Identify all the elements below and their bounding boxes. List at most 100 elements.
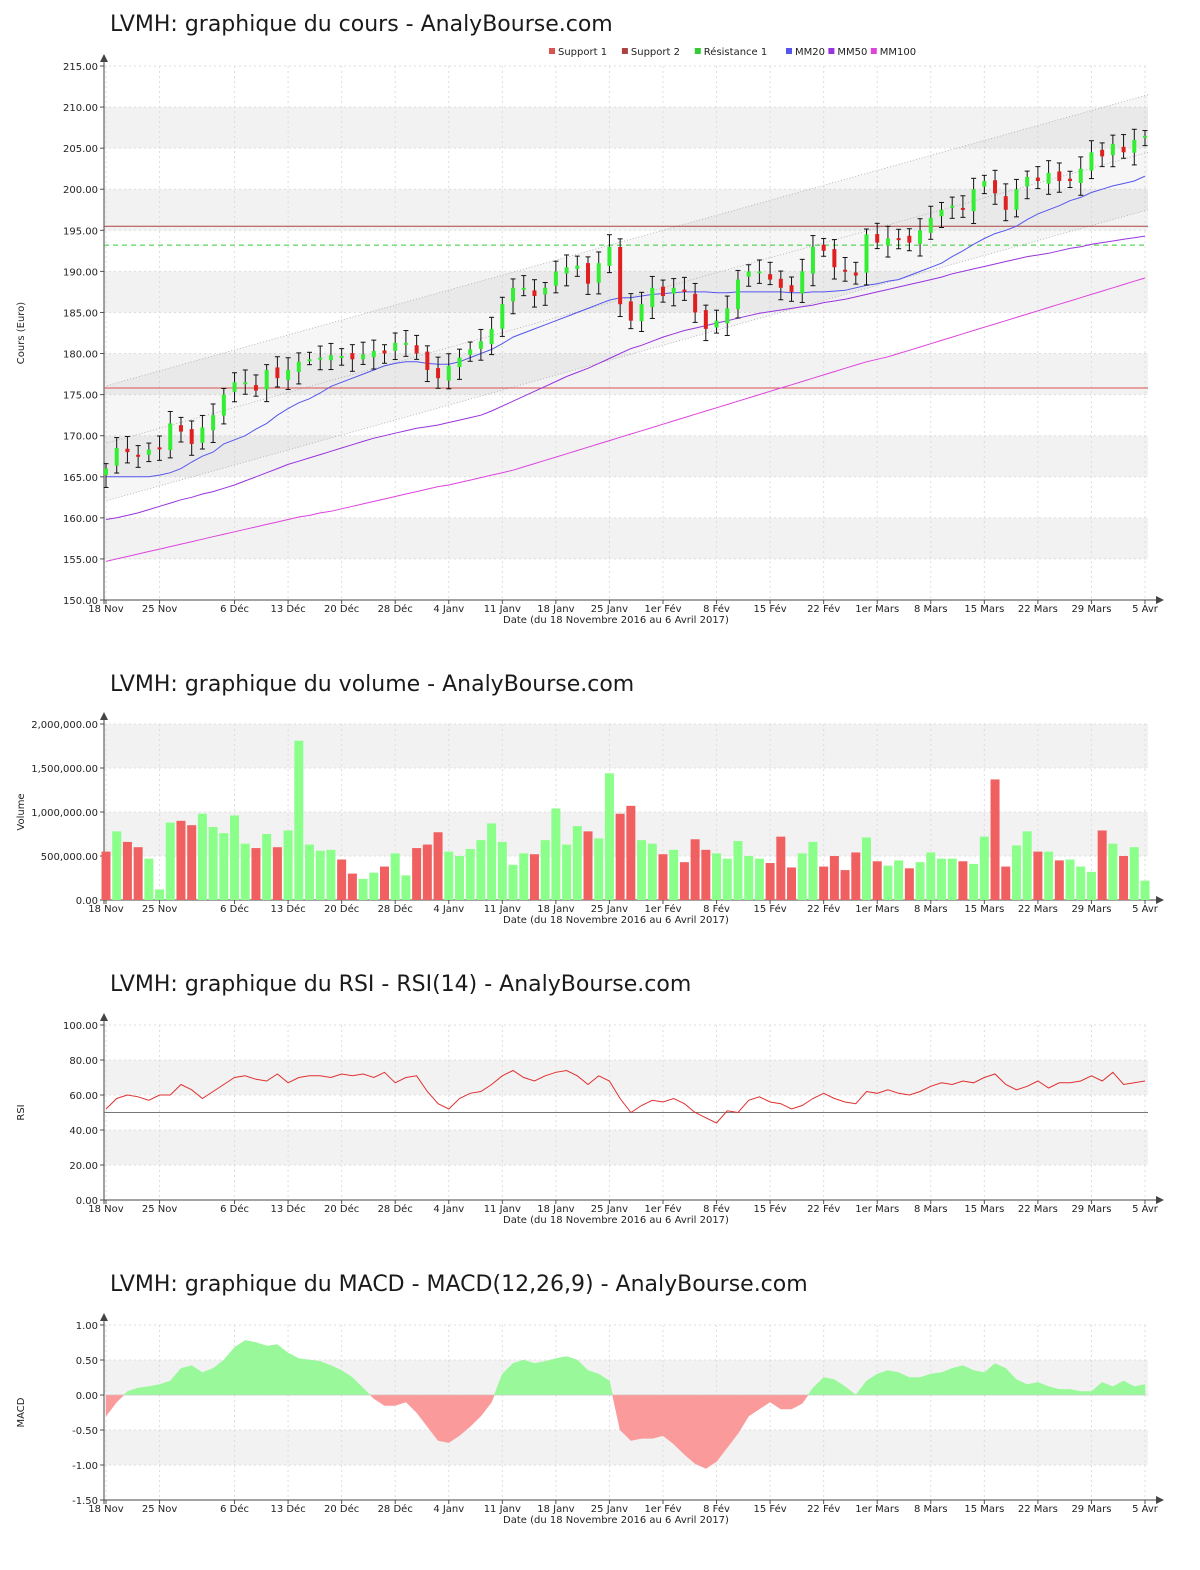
candle-body [543,287,548,295]
x-tick-label: 5 Avr [1132,604,1159,615]
y-tick-label: 1.00 [76,1321,98,1332]
volume-bar [744,856,754,900]
volume-bar [647,843,657,900]
y-tick-label: 40.00 [69,1126,98,1137]
candle [221,387,227,425]
volume-chart-title: LVMH: graphique du volume - AnalyBourse.… [110,672,635,697]
candle-body [939,209,944,217]
candle-body [211,415,216,431]
volume-bar [840,870,850,900]
y-tick-label: 1,500,000.00 [31,764,98,775]
x-tick-label: 8 Mars [914,1504,948,1515]
candle [1088,140,1094,180]
volume-bar [262,834,272,900]
channel-line [103,94,1149,387]
rsi-chart-title: LVMH: graphique du RSI - RSI(14) - Analy… [110,972,692,997]
x-tick-label: 1er Mars [855,604,899,615]
candle-body [232,382,237,392]
x-tick-label: 1er Mars [855,1504,899,1515]
y-tick-label: 0.00 [76,896,98,907]
volume-bar [487,823,497,900]
candle [446,353,452,390]
macd-area [244,1340,257,1396]
volume-bar [444,851,454,900]
candle-body [393,342,398,351]
volume-bar [240,843,250,900]
candle-body [703,310,708,329]
x-tick-label: 22 Fév [807,1503,840,1515]
volume-bar [283,830,293,900]
candle [756,259,762,284]
volume-bar [872,861,882,900]
x-tick-label: 15 Fév [754,1203,787,1215]
candle [1035,166,1041,190]
volume-bar [787,867,797,900]
candle-body [446,365,451,381]
candle-body [993,180,998,194]
x-tick-label: 8 Fév [703,603,730,615]
candle-body [243,382,248,385]
volume-chart: 0.00 500,000.00 1,000,000.00 1,500,000.00 2,… [16,712,1164,926]
candle [403,330,409,357]
candle-body [757,271,762,274]
y-tick-label: -1.50 [72,1496,98,1507]
candle-body [500,304,505,329]
candle [906,228,912,252]
candle-body [639,304,644,322]
volume-bar [819,866,829,900]
candle [349,344,355,372]
macd-area [973,1370,985,1396]
candle [489,316,495,356]
candle-body [1143,135,1147,138]
x-tick-label: 1er Fév [644,1203,681,1215]
x-tick-label: 8 Fév [703,903,730,915]
volume-bar [583,831,593,900]
volume-bar [626,805,636,900]
macd-area [137,1386,150,1396]
candle-body [607,246,612,266]
candle [831,239,837,280]
candle [167,410,173,459]
x-axis-arrow [1156,1496,1164,1504]
volume-bar [594,838,604,900]
y-tick-label: 215.00 [63,62,98,73]
candle [392,332,398,361]
x-tick-label: 13 Déc [270,1203,305,1215]
candle [1110,134,1116,168]
volume-bar [658,854,668,900]
volume-bar [433,832,443,900]
candle-body [918,230,923,244]
candle-body [318,357,323,360]
macd-area [544,1358,557,1396]
candle-body [586,263,591,284]
candle-body [521,287,526,290]
candle [467,341,473,362]
x-tick-label: 5 Avr [1132,1204,1159,1215]
candle [521,275,527,297]
candle [381,344,387,364]
volume-bar [1140,880,1150,900]
grid-band [104,271,1148,313]
legend-label: MM100 [880,47,916,58]
macd-area [652,1394,664,1439]
x-tick-label: 11 Janv [484,904,521,915]
candle [896,228,902,250]
volume-bar [958,861,968,900]
candle [296,352,302,385]
volume-bar [144,858,154,900]
candle-body [382,350,387,354]
volume-bar [551,808,561,900]
x-tick-label: 5 Avr [1132,1504,1159,1515]
volume-bar [701,849,711,900]
macd-area [266,1344,278,1396]
x-tick-label: 15 Fév [754,603,787,615]
volume-bar [808,841,818,900]
x-tick-label: 29 Mars [1071,1504,1111,1515]
x-tick-label: 25 Nov [142,1204,178,1215]
candle-body [596,263,601,283]
volume-bar [1022,831,1032,900]
macd-area [459,1394,471,1437]
candle [971,177,977,225]
candle-body [403,342,408,345]
x-tick-label: 18 Nov [88,604,124,615]
